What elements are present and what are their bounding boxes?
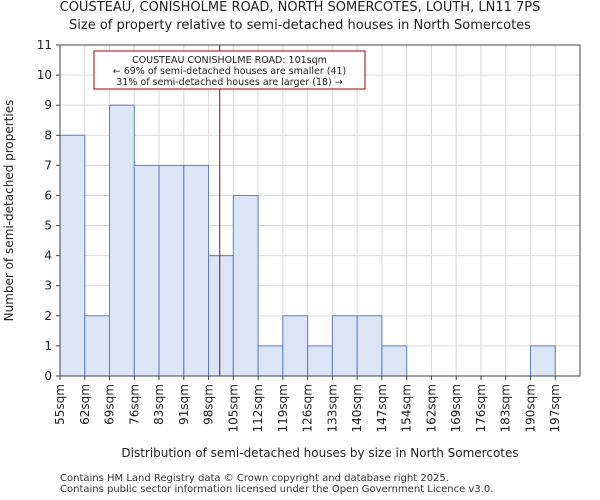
- y-axis-label: Number of semi-detached properties: [2, 100, 16, 322]
- x-tick-label: 76sqm: [127, 384, 141, 425]
- bar: [381, 345, 408, 377]
- y-tick-label: 6: [44, 188, 52, 202]
- chart-subtitle: Size of property relative to semi-detach…: [69, 18, 531, 33]
- bars: [59, 104, 556, 377]
- x-axis-label: Distribution of semi-detached houses by …: [121, 446, 518, 460]
- x-tick-label: 98sqm: [202, 384, 216, 425]
- bar: [232, 194, 259, 377]
- bar: [109, 104, 135, 377]
- y-tick-label: 2: [44, 309, 52, 323]
- x-tick-label: 69sqm: [103, 384, 117, 425]
- annotation-box: [93, 50, 366, 90]
- chart-title: COUSTEAU, CONISHOLME ROAD, NORTH SOMERCO…: [59, 0, 541, 15]
- annotation: COUSTEAU CONISHOLME ROAD: 101sqm← 69% of…: [93, 50, 366, 90]
- bar: [208, 255, 234, 377]
- bar: [183, 164, 210, 377]
- bar: [59, 134, 86, 377]
- x-tick-label: 147sqm: [375, 384, 389, 432]
- bar: [257, 345, 284, 377]
- x-tick-label: 162sqm: [424, 384, 438, 432]
- x-tick-label: 183sqm: [499, 384, 513, 432]
- x-tick-label: 105sqm: [226, 384, 240, 432]
- x-tick-label: 83sqm: [152, 384, 166, 425]
- y-tick-label: 9: [44, 98, 52, 112]
- x-tick-label: 112sqm: [251, 384, 265, 432]
- x-tick-label: 140sqm: [350, 384, 364, 432]
- annotation-line-1: COUSTEAU CONISHOLME ROAD: 101sqm: [132, 55, 327, 66]
- bar: [331, 315, 358, 377]
- x-tick-label: 190sqm: [523, 384, 537, 432]
- x-tick-label: 91sqm: [177, 384, 191, 425]
- bar: [133, 164, 160, 377]
- annotation-line-3: 31% of semi-detached houses are larger (…: [116, 77, 343, 88]
- x-tick-label: 176sqm: [474, 384, 488, 432]
- plot-frame: [59, 44, 581, 377]
- bar: [158, 164, 185, 377]
- bar: [307, 345, 333, 377]
- y-tick-label: 7: [44, 158, 52, 172]
- x-tick-label: 133sqm: [325, 384, 339, 432]
- annotation-line-2: ← 69% of semi-detached houses are smalle…: [113, 66, 347, 77]
- bar: [84, 315, 111, 377]
- x-tick-label: 62sqm: [78, 384, 92, 425]
- x-tick-label: 55sqm: [53, 384, 67, 425]
- y-tick-label: 0: [44, 369, 52, 383]
- x-tick-label: 119sqm: [276, 384, 290, 432]
- x-tick-label: 126sqm: [301, 384, 315, 432]
- y-tick-label: 1: [44, 339, 52, 353]
- y-tick-label: 4: [44, 249, 52, 263]
- x-tick-label: 197sqm: [548, 384, 562, 432]
- x-tick-label: 169sqm: [449, 384, 463, 432]
- bar: [356, 315, 383, 377]
- bar: [282, 315, 309, 377]
- x-tick-label: 154sqm: [400, 384, 414, 432]
- axes: 0 1 2 3 4 5 6 7 8 9 10 11 55sqm 62sqm 69sqm 76sqm 83sqm 9…: [2, 38, 581, 460]
- y-tick-label: 8: [44, 128, 52, 142]
- footer-line-2: Contains public sector information licen…: [60, 484, 494, 495]
- bar: [529, 345, 556, 377]
- y-tick-label: 10: [37, 68, 52, 82]
- y-tick-label: 11: [37, 38, 52, 52]
- y-tick-label: 3: [44, 279, 52, 293]
- histogram-chart: 0 1 2 3 4 5 6 7 8 9 10 11 55sqm 62sqm 69sqm 76sqm 83sqm 9…: [2, 38, 581, 460]
- footer-line-1: Contains HM Land Registry data © Crown c…: [60, 473, 449, 484]
- y-tick-label: 5: [44, 219, 52, 233]
